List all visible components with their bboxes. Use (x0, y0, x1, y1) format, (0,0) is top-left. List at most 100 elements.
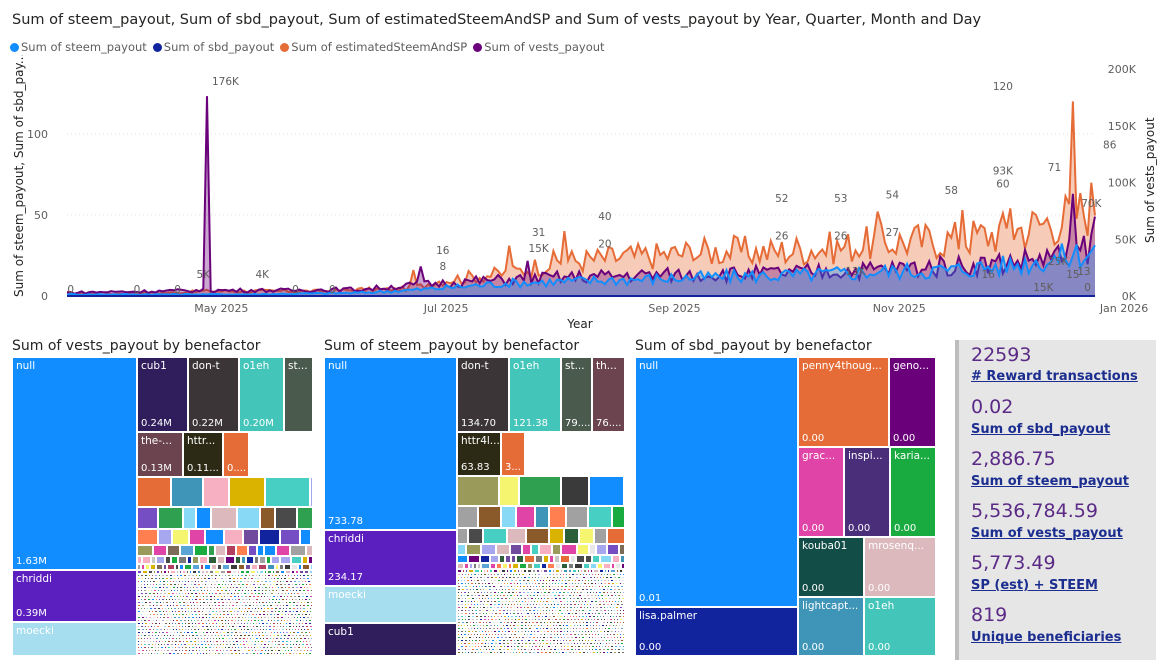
treemap-tile-small[interactable] (147, 598, 151, 601)
treemap-tile-small[interactable] (226, 586, 229, 589)
legend-item-vests-payout[interactable]: Sum of vests_payout (473, 40, 605, 54)
treemap-tile-small[interactable] (162, 580, 166, 583)
treemap-tile-small[interactable] (248, 545, 257, 556)
treemap-tile-small[interactable] (163, 592, 167, 595)
treemap-tile-small[interactable] (270, 592, 274, 595)
treemap-tile-small[interactable] (236, 545, 248, 556)
treemap-tile-small[interactable] (210, 574, 214, 577)
treemap-tile-small[interactable] (232, 570, 237, 574)
treemap-tile-small[interactable] (260, 595, 263, 598)
treemap-tile-small[interactable] (249, 583, 252, 586)
treemap-tile-small[interactable] (179, 604, 182, 607)
treemap-tile-small[interactable] (309, 586, 312, 589)
treemap-tile-small[interactable] (179, 595, 182, 598)
treemap-tile-small[interactable] (148, 601, 152, 604)
treemap-tile-small[interactable] (250, 570, 256, 574)
treemap-tile-small[interactable] (171, 598, 174, 601)
treemap-tile-small[interactable] (179, 564, 184, 570)
treemap-tile-small[interactable] (251, 586, 254, 589)
treemap-tile-small[interactable] (588, 506, 612, 528)
treemap-tile-small[interactable] (240, 592, 243, 595)
treemap-tile-small[interactable] (312, 586, 313, 589)
treemap-tile-small[interactable] (295, 577, 299, 580)
treemap-tile-small[interactable] (168, 598, 171, 601)
treemap-tile-small[interactable] (306, 604, 310, 607)
treemap-tile[interactable]: chriddi 234.17 (324, 530, 457, 586)
treemap-tile-small[interactable] (236, 592, 240, 595)
treemap-tile-small[interactable] (235, 604, 238, 607)
treemap-tile-small[interactable] (624, 476, 625, 506)
treemap-tile-small[interactable] (141, 604, 145, 607)
treemap-tile-small[interactable] (275, 598, 278, 601)
treemap-tile-small[interactable] (252, 604, 255, 607)
treemap-tile-small[interactable] (256, 570, 259, 574)
treemap-tile-small[interactable] (148, 604, 152, 607)
treemap-tile-small[interactable] (205, 607, 209, 610)
treemap-tile-small[interactable] (238, 607, 241, 610)
treemap-tile-small[interactable] (267, 564, 275, 570)
treemap-tile-small[interactable] (143, 586, 147, 589)
treemap-tile-small[interactable] (221, 601, 225, 604)
treemap-tile-small[interactable] (296, 592, 300, 595)
treemap-tile-small[interactable] (173, 583, 177, 586)
treemap-tile-small[interactable] (220, 598, 224, 601)
treemap-tile-small[interactable] (266, 604, 269, 607)
treemap-tile-small[interactable] (255, 601, 258, 604)
treemap-tile-small[interactable] (189, 589, 192, 592)
treemap-tile-small[interactable] (522, 544, 531, 555)
treemap-tile-small[interactable] (257, 545, 264, 556)
treemap-tile-small[interactable] (175, 604, 179, 607)
treemap-tile-small[interactable] (278, 589, 281, 592)
treemap-tile-small[interactable] (248, 595, 252, 598)
treemap-tile-small[interactable] (299, 574, 302, 577)
treemap-tile-small[interactable] (264, 589, 268, 592)
treemap-tile-small[interactable] (272, 595, 276, 598)
treemap-tile-small[interactable] (213, 598, 216, 601)
treemap-tile-small[interactable] (192, 589, 196, 592)
treemap-tile-small[interactable] (209, 607, 212, 610)
treemap-tile-small[interactable] (257, 592, 261, 595)
treemap-tile-small[interactable] (152, 583, 155, 586)
treemap-tile-small[interactable] (176, 586, 179, 589)
treemap-tile-small[interactable] (170, 570, 176, 574)
treemap-tile-small[interactable] (175, 564, 179, 570)
treemap-tile-small[interactable] (211, 580, 215, 583)
treemap-tile-small[interactable] (576, 555, 585, 563)
treemap-tile-small[interactable] (285, 580, 289, 583)
treemap-tile-small[interactable] (143, 589, 147, 592)
treemap-tile-small[interactable] (198, 574, 201, 577)
treemap-tile-small[interactable] (261, 574, 264, 577)
treemap-tile[interactable]: null 733.78 (324, 357, 457, 530)
treemap-tile-small[interactable] (141, 577, 144, 580)
treemap-tile-small[interactable] (211, 592, 214, 595)
treemap-tile[interactable]: grac... 0.00 (798, 447, 844, 537)
treemap-tile-small[interactable] (162, 595, 166, 598)
treemap-tile-small[interactable] (193, 604, 196, 607)
treemap-tile-small[interactable] (201, 574, 204, 577)
treemap-tile-small[interactable] (206, 589, 209, 592)
treemap-tile-small[interactable] (620, 555, 625, 563)
treemap-tile-small[interactable] (137, 592, 140, 595)
treemap-tile-small[interactable] (152, 580, 156, 583)
treemap-tile-small[interactable] (140, 586, 143, 589)
treemap-tile-small[interactable] (137, 595, 141, 598)
treemap-tile-small[interactable] (253, 580, 256, 583)
treemap-tile-small[interactable] (273, 604, 276, 607)
treemap-tile-small[interactable] (199, 595, 202, 598)
treemap-tile-small[interactable] (187, 607, 190, 610)
treemap-tile-small[interactable] (256, 583, 259, 586)
treemap-tile-small[interactable] (189, 529, 205, 545)
treemap-tile-small[interactable] (203, 477, 229, 507)
treemap-tile-small[interactable] (167, 592, 171, 595)
treemap-tile-small[interactable] (282, 580, 285, 583)
treemap-tile-small[interactable] (276, 580, 279, 583)
treemap-tile-small[interactable] (165, 577, 169, 580)
treemap-tile-small[interactable] (232, 580, 236, 583)
treemap-tile-small[interactable] (144, 574, 148, 577)
treemap-tile-small[interactable] (490, 555, 499, 563)
treemap-tile-small[interactable] (209, 589, 212, 592)
treemap-tile-small[interactable] (289, 595, 293, 598)
treemap-tile-small[interactable] (219, 586, 222, 589)
treemap-tile-small[interactable] (143, 607, 146, 610)
treemap-tile-small[interactable] (137, 477, 171, 507)
